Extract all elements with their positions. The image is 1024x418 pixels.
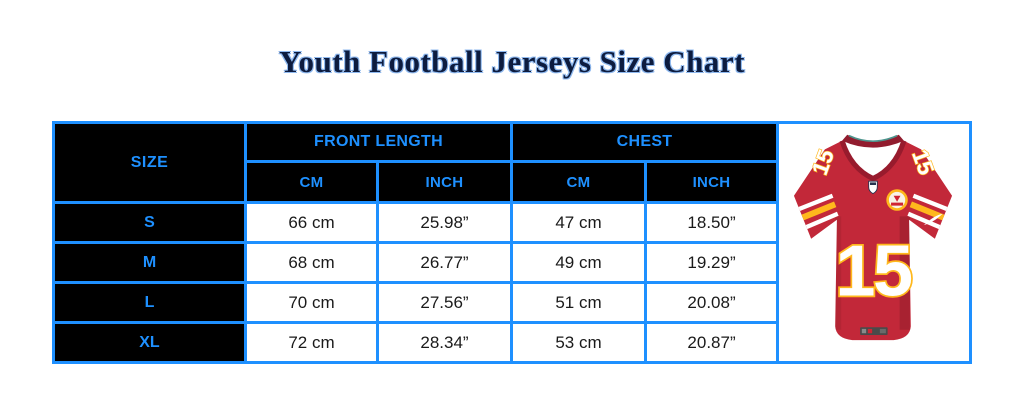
- jersey-cell: 15 15: [776, 121, 973, 364]
- jersey-body: [793, 140, 952, 340]
- front-length-cm-cell: 72 cm: [243, 321, 379, 364]
- size-column-header: SIZE: [51, 121, 247, 204]
- front-length-inch-cell: 27.56”: [375, 281, 514, 324]
- size-chart-table: SIZE FRONT LENGTH CHEST: [51, 121, 973, 364]
- jersey-side-shading: [834, 215, 841, 330]
- jersey-image: 15 15: [779, 127, 966, 359]
- front-length-header: FRONT LENGTH: [243, 121, 514, 163]
- header-row-units: CM INCH CM INCH: [53, 160, 970, 204]
- front-length-cm-cell: 66 cm: [243, 201, 379, 244]
- size-cell: L: [51, 281, 247, 324]
- size-cell: S: [51, 201, 247, 244]
- chiefs-patch-icon: [885, 188, 908, 211]
- size-cell: XL: [51, 321, 247, 364]
- front-length-cm-cell: 70 cm: [243, 281, 379, 324]
- chest-number: 15: [835, 231, 912, 311]
- front-length-inch-cell: 25.98”: [375, 201, 514, 244]
- nike-swoosh-icon: [923, 213, 943, 225]
- chest-cm-cell: 47 cm: [510, 201, 647, 244]
- size-cell: M: [51, 241, 247, 284]
- chest-inch-cell: 18.50”: [643, 201, 780, 244]
- jersey-collar-trim: [839, 139, 906, 181]
- table-row-xl: XL 72 cm 28.34” 53 cm 20.87”: [51, 321, 970, 364]
- table-row-l: L 70 cm 27.56” 51 cm 20.08”: [51, 281, 970, 324]
- jock-tag: [859, 326, 888, 335]
- chest-inch-cell: 19.29”: [643, 241, 780, 284]
- chest-cm-subheader: CM: [510, 160, 647, 204]
- front-length-inch-cell: 28.34”: [375, 321, 514, 364]
- page-title: Youth Football Jerseys Size Chart: [279, 44, 745, 79]
- table-row-s: S 66 cm 25.98” 47 cm 18.50”: [51, 201, 970, 244]
- jersey-graphic: 15 15: [793, 134, 952, 340]
- chest-inch-cell: 20.87”: [643, 321, 780, 364]
- chest-inch-cell: 20.08”: [643, 281, 780, 324]
- nfl-shield-icon: [867, 180, 878, 194]
- chest-cm-cell: 53 cm: [510, 321, 647, 364]
- front-length-cm-cell: 68 cm: [243, 241, 379, 284]
- front-length-cm-subheader: CM: [243, 160, 379, 204]
- jersey-side-shading: [899, 215, 910, 330]
- chest-cm-cell: 51 cm: [510, 281, 647, 324]
- chest-cm-cell: 49 cm: [510, 241, 647, 284]
- table-row-m: M 68 cm 26.77” 49 cm 19.29”: [51, 241, 970, 284]
- front-length-inch-subheader: INCH: [375, 160, 514, 204]
- header-row-groups: SIZE FRONT LENGTH CHEST: [51, 121, 973, 364]
- chest-inch-subheader: INCH: [643, 160, 780, 204]
- sleeve-stripes: [794, 193, 951, 230]
- chest-header: CHEST: [509, 121, 780, 163]
- collar-accent-line: [848, 134, 897, 142]
- front-length-inch-cell: 26.77”: [375, 241, 514, 284]
